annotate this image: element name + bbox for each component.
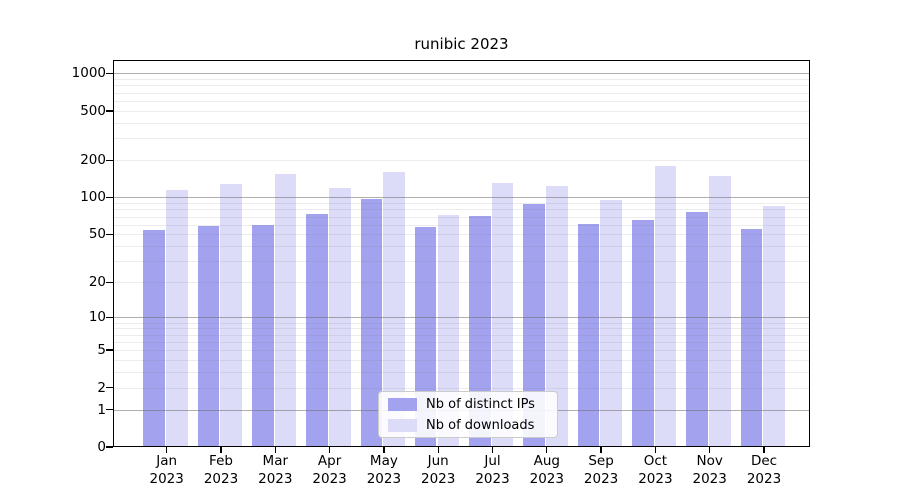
bar-downloads-mar (274, 173, 297, 447)
y-tick-label-1: 1 (97, 401, 106, 418)
y-tick-mark-5 (106, 349, 113, 351)
y-tick-label-500: 500 (80, 102, 106, 119)
y-tick-mark-2 (106, 386, 113, 389)
x-tick-label-oct: Oct 2023 (638, 453, 673, 487)
plot-area (113, 60, 810, 447)
x-tick-mark-feb (220, 447, 222, 453)
bar-distinct-ips-oct (632, 219, 654, 447)
y-tick-mark-500 (106, 110, 113, 112)
y-tick-label-10: 10 (88, 309, 106, 326)
bar-downloads-oct (654, 165, 677, 447)
x-tick-mark-dec (763, 447, 765, 453)
bar-distinct-ips-apr (306, 214, 328, 447)
y-tick-label-5: 5 (97, 342, 106, 359)
y-tick-mark-50 (106, 233, 113, 236)
x-tick-label-mar: Mar 2023 (258, 453, 293, 487)
y-tick-mark-1000 (106, 72, 113, 75)
bar-downloads-apr (328, 187, 351, 447)
legend-swatch-downloads (388, 418, 417, 432)
legend-row-distinct-ips: Nb of distinct IPs (388, 397, 548, 412)
x-tick-label-jul: Jul 2023 (475, 453, 510, 487)
y-tick-mark-10 (106, 316, 113, 319)
bar-downloads-jun (437, 215, 460, 447)
x-tick-mark-jan (166, 447, 168, 453)
bar-downloads-dec (763, 206, 785, 447)
x-tick-mark-aug (546, 447, 548, 453)
y-tick-mark-20 (106, 281, 113, 284)
bar-distinct-ips-aug (523, 204, 546, 447)
bar-distinct-ips-jul (469, 215, 491, 447)
x-tick-mark-jun (437, 447, 439, 453)
x-tick-mark-mar (274, 447, 276, 453)
x-tick-label-jan: Jan 2023 (149, 453, 184, 487)
x-tick-mark-may (383, 447, 385, 453)
x-tick-label-dec: Dec 2023 (746, 453, 782, 487)
x-tick-label-aug: Aug 2023 (529, 453, 564, 487)
y-tick-label-2: 2 (97, 379, 106, 396)
bars-layer (113, 60, 810, 447)
legend-row-downloads: Nb of downloads (388, 418, 548, 433)
bar-distinct-ips-sep (577, 223, 600, 447)
y-tick-label-0: 0 (97, 439, 106, 455)
bar-downloads-jul (491, 182, 514, 447)
x-tick-mark-oct (654, 447, 657, 453)
x-tick-mark-nov (709, 447, 711, 453)
bar-downloads-may (383, 172, 405, 447)
y-tick-mark-0 (106, 446, 113, 448)
legend-label-distinct-ips: Nb of distinct IPs (426, 396, 535, 412)
y-tick-mark-200 (106, 159, 113, 161)
bar-distinct-ips-jan (143, 230, 165, 447)
x-tick-label-nov: Nov 2023 (692, 453, 727, 487)
y-tick-label-1000: 1000 (71, 65, 106, 82)
x-tick-label-may: May 2023 (366, 453, 402, 487)
bar-distinct-ips-feb (197, 225, 220, 447)
bar-distinct-ips-dec (740, 229, 763, 447)
x-tick-label-apr: Apr 2023 (312, 453, 347, 487)
legend-swatch-distinct-ips (388, 397, 417, 411)
y-tick-mark-100 (106, 196, 113, 199)
y-tick-label-20: 20 (88, 274, 106, 291)
y-tick-mark-1 (106, 408, 113, 411)
x-tick-mark-apr (328, 447, 331, 453)
x-tick-mark-sep (600, 447, 602, 453)
legend: Nb of distinct IPs Nb of downloads (378, 391, 558, 438)
x-tick-label-jun: Jun 2023 (421, 453, 456, 487)
bar-distinct-ips-may (360, 198, 383, 447)
bar-downloads-nov (709, 175, 731, 447)
bar-downloads-jan (166, 189, 188, 447)
x-tick-label-sep: Sep 2023 (583, 453, 619, 487)
bar-distinct-ips-mar (251, 224, 274, 447)
legend-label-downloads: Nb of downloads (426, 417, 535, 433)
bar-downloads-sep (600, 200, 623, 447)
bar-distinct-ips-nov (686, 212, 708, 447)
x-tick-label-feb: Feb 2023 (203, 453, 239, 487)
bar-downloads-feb (220, 184, 242, 447)
chart-title: runibic 2023 (414, 35, 509, 53)
bar-downloads-aug (546, 185, 568, 447)
x-tick-mark-jul (491, 447, 494, 453)
y-tick-label-200: 200 (80, 152, 106, 169)
y-tick-label-100: 100 (80, 189, 106, 206)
y-tick-label-50: 50 (88, 226, 106, 243)
